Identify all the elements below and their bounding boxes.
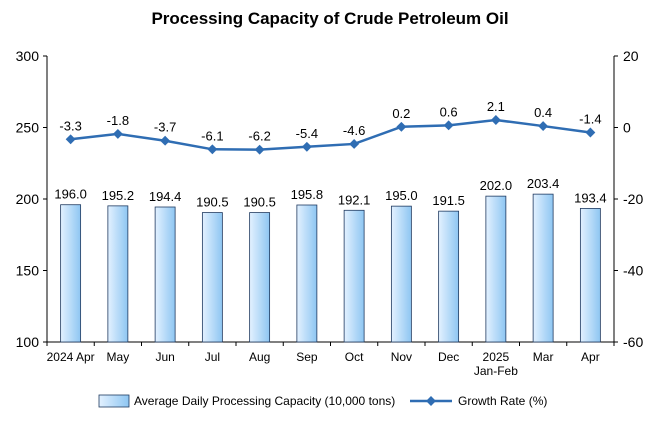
x-tick-label: Jun xyxy=(155,350,174,364)
bar-value-label: 195.2 xyxy=(102,188,135,203)
x-tick-label: Apr xyxy=(581,350,600,364)
right-tick-label: 20 xyxy=(623,48,639,64)
growth-value-label: -1.4 xyxy=(579,112,601,127)
bar-value-label: 196.0 xyxy=(54,187,87,202)
growth-value-label: 2.1 xyxy=(487,99,505,114)
growth-value-label: -4.6 xyxy=(343,123,365,138)
x-tick-label: Oct xyxy=(345,350,364,364)
growth-point xyxy=(254,144,265,155)
growth-value-label: -3.3 xyxy=(59,118,81,133)
growth-point xyxy=(65,134,76,145)
x-tick-label: Jul xyxy=(205,350,220,364)
growth-value-label: -5.4 xyxy=(296,126,318,141)
growth-point xyxy=(349,138,360,149)
bar-value-label: 192.1 xyxy=(338,192,371,207)
growth-point xyxy=(538,121,549,132)
bar-value-label: 203.4 xyxy=(527,176,560,191)
left-tick-label: 100 xyxy=(16,334,40,350)
chart-title: Processing Capacity of Crude Petroleum O… xyxy=(151,9,508,28)
bar-value-label: 193.4 xyxy=(574,190,607,205)
legend: Average Daily Processing Capacity (10,00… xyxy=(98,394,547,408)
growth-point xyxy=(490,115,501,125)
left-tick-label: 150 xyxy=(16,263,40,279)
right-tick-label: 0 xyxy=(623,120,631,136)
x-tick-label: Sep xyxy=(296,350,318,364)
growth-point xyxy=(396,121,407,132)
growth-value-label: 0.6 xyxy=(440,104,458,119)
x-tick-label: Nov xyxy=(391,350,412,364)
growth-point xyxy=(585,127,596,138)
growth-value-label: -3.7 xyxy=(154,120,176,135)
x-tick-label: 2025 xyxy=(483,350,510,364)
bar-value-label: 202.0 xyxy=(480,178,513,193)
growth-point xyxy=(301,141,312,152)
legend-line-label: Growth Rate (%) xyxy=(458,394,547,408)
plot-area: 100 150 200 250 300 -60 -40 -20 0 20 2024 Apr May Ju… xyxy=(16,48,644,378)
x-tick-label: Mar xyxy=(533,350,554,364)
bar xyxy=(579,208,601,343)
growth-point xyxy=(207,144,218,155)
growth-point xyxy=(443,120,454,131)
growth-value-label: -6.2 xyxy=(248,129,270,144)
bar xyxy=(154,206,176,343)
bar-value-label: 190.5 xyxy=(243,195,276,210)
x-tick-label: Aug xyxy=(249,350,270,364)
x-tick-label: May xyxy=(107,350,130,364)
bar xyxy=(343,209,365,343)
x-tick-label: Jan-Feb xyxy=(474,364,518,378)
right-tick-label: -20 xyxy=(623,191,643,207)
left-tick-label: 300 xyxy=(16,48,40,64)
bar xyxy=(60,204,82,343)
bar xyxy=(107,205,129,343)
right-tick-label: -40 xyxy=(623,263,643,279)
legend-bar-label: Average Daily Processing Capacity (10,00… xyxy=(134,394,395,408)
growth-point xyxy=(112,128,123,139)
bar xyxy=(201,212,223,343)
bar xyxy=(485,195,507,343)
growth-point xyxy=(160,135,171,146)
bar xyxy=(296,204,318,343)
growth-line xyxy=(70,118,591,151)
bar xyxy=(532,193,554,343)
bar xyxy=(390,205,412,343)
left-tick-label: 200 xyxy=(16,191,40,207)
left-tick-label: 250 xyxy=(16,120,40,136)
bar-value-label: 191.5 xyxy=(432,193,465,208)
x-tick-label: 2024 Apr xyxy=(47,350,95,364)
growth-value-label: -1.8 xyxy=(107,113,129,128)
growth-value-label: -6.1 xyxy=(201,128,223,143)
bar xyxy=(438,210,460,343)
x-tick-label: Dec xyxy=(438,350,459,364)
legend-line-marker xyxy=(426,396,436,406)
legend-bar-swatch xyxy=(98,394,130,408)
growth-value-label: 0.4 xyxy=(534,105,552,120)
bar-value-label: 195.0 xyxy=(385,188,418,203)
bar-value-label: 195.8 xyxy=(291,187,324,202)
right-tick-label: -60 xyxy=(623,334,643,350)
bar-value-label: 194.4 xyxy=(149,189,182,204)
bar-value-label: 190.5 xyxy=(196,195,229,210)
growth-value-label: 0.2 xyxy=(392,106,410,121)
bar xyxy=(249,212,271,343)
